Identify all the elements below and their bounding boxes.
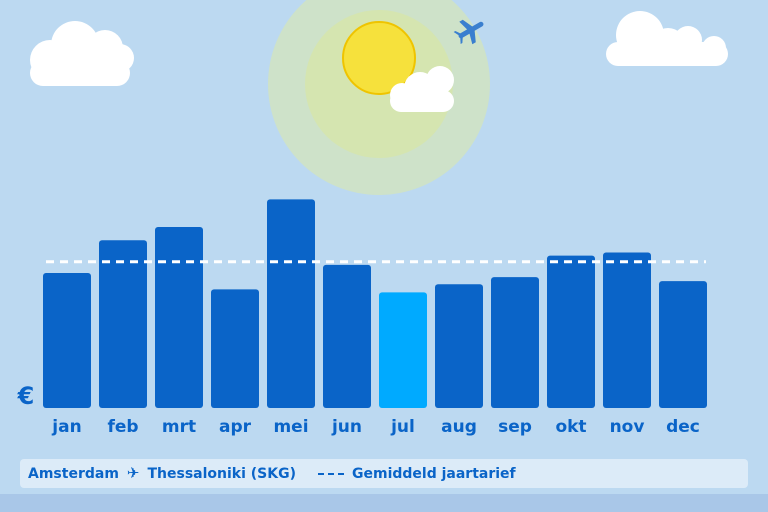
plane-icon: ✈ [126,464,140,482]
bar-dec [659,281,707,408]
legend-destination: Thessaloniki (SKG) [147,465,296,482]
cloud-icon [30,21,134,86]
average-line-swatch [318,472,344,475]
cloud-icon [390,66,454,112]
footer-strip [0,494,768,512]
x-tick-label-apr: apr [219,417,252,437]
bar-jul [379,292,427,408]
x-tick-label-jul: jul [390,417,415,437]
x-tick-label-aug: aug [441,417,477,437]
x-tick-label-nov: nov [610,417,645,437]
x-axis-labels: jan feb mrt apr mei jun jul aug sep okt nov dec [51,417,700,437]
bar-aug [435,284,483,408]
bar-series [43,199,707,408]
x-tick-label-jan: jan [51,417,81,437]
x-tick-label-jun: jun [331,417,362,437]
bar-jan [43,273,91,408]
bar-mrt [155,226,203,408]
currency-symbol: € [17,382,35,410]
bar-apr [211,289,259,408]
x-tick-label-mrt: mrt [162,417,196,437]
bar-jun [323,264,371,408]
x-tick-label-feb: feb [107,417,138,437]
bar-sep [491,277,539,408]
legend: Amsterdam ✈ Thessaloniki (SKG) Gemiddeld… [20,459,748,488]
bar-feb [99,240,147,408]
x-tick-label-mei: mei [273,417,308,437]
bar-okt [547,255,595,408]
x-tick-label-okt: okt [555,417,586,437]
bar-nov [603,252,651,408]
cloud-icon [606,11,728,66]
sun-icon [268,0,490,195]
legend-origin: Amsterdam [28,465,119,482]
plane-icon [453,19,484,45]
x-tick-label-sep: sep [498,417,532,437]
bar-mei [267,199,315,408]
legend-average: Gemiddeld jaartarief [352,465,516,482]
x-tick-label-dec: dec [666,417,700,437]
